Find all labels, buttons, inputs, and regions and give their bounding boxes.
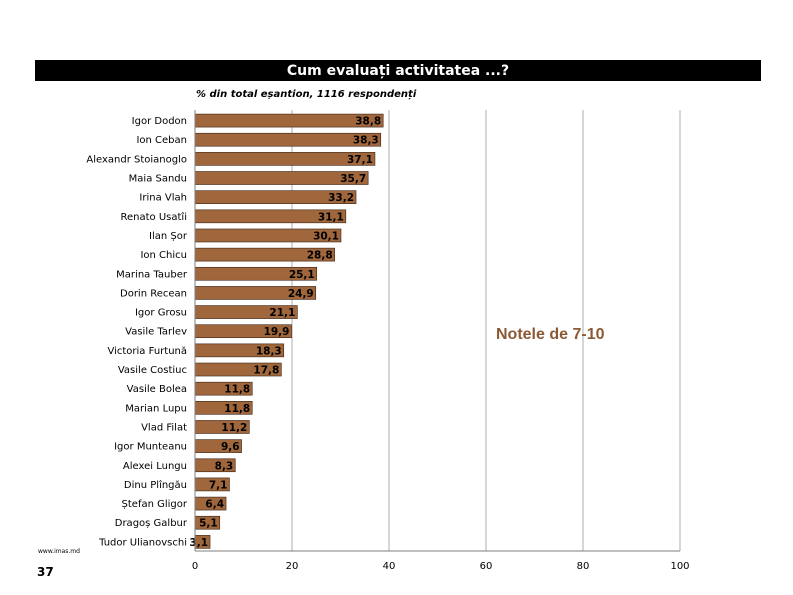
category-label: Vasile Costiuc	[118, 365, 187, 376]
value-label: 9,6	[221, 441, 240, 453]
x-tick-label: 60	[480, 561, 493, 572]
value-label: 25,1	[289, 269, 315, 281]
value-label: 11,8	[224, 384, 250, 396]
category-label: Alexei Lungu	[123, 461, 187, 472]
category-label: Maia Sandu	[129, 174, 187, 185]
category-label: Irina Vlah	[139, 193, 187, 204]
value-label: 38,8	[355, 116, 381, 128]
value-label: 24,9	[288, 288, 314, 300]
value-label: 30,1	[313, 230, 339, 242]
page-number: 37	[37, 565, 54, 579]
value-label: 11,8	[224, 403, 250, 415]
category-labels: Igor Dodon Ion Ceban Alexandr Stoianoglo Ma…	[86, 116, 188, 548]
category-label: Dragoș Galbur	[115, 518, 188, 529]
value-label: 35,7	[340, 173, 366, 185]
footer-url: www.imas.md	[38, 548, 80, 555]
category-label: Ion Chicu	[140, 250, 187, 261]
value-label: 11,2	[221, 422, 247, 434]
x-tick-label: 100	[670, 561, 689, 572]
category-label: Marian Lupu	[125, 403, 187, 414]
x-axis: 0 20 40 60 80 100	[192, 110, 690, 572]
category-label: Marina Tauber	[116, 269, 188, 280]
x-tick-label: 80	[577, 561, 590, 572]
category-label: Alexandr Stoianoglo	[86, 154, 187, 165]
category-label: Igor Munteanu	[114, 442, 187, 453]
category-label: Dinu Plîngău	[124, 479, 187, 491]
category-label: Ilan Șor	[149, 231, 188, 242]
category-label: Ion Ceban	[136, 135, 187, 146]
category-label: Vasile Tarlev	[125, 327, 187, 338]
value-label: 38,3	[353, 135, 379, 147]
category-label: Igor Dodon	[132, 116, 187, 127]
value-label: 3,1	[189, 537, 208, 549]
category-label: Igor Grosu	[135, 308, 187, 319]
chart-subtitle: % din total eșantion, 1116 respondenți	[196, 89, 417, 100]
value-label: 28,8	[307, 250, 333, 262]
value-label: 8,3	[215, 460, 234, 472]
x-tick-label: 20	[286, 561, 299, 572]
value-label: 6,4	[205, 499, 224, 511]
category-label: Renato Usatîi	[121, 211, 187, 223]
value-label: 37,1	[347, 154, 373, 166]
category-label: Dorin Recean	[120, 288, 187, 299]
category-label: Tudor Ulianovschi	[98, 537, 187, 548]
value-label: 7,1	[209, 479, 228, 491]
value-labels: 38,8 38,3 37,1 35,7 33,2 31,1 30,1 28,8 25,1 24,9…	[189, 116, 381, 549]
x-tick-label: 0	[192, 561, 198, 572]
category-label: Ștefan Gligor	[122, 499, 188, 510]
value-label: 21,1	[269, 307, 295, 319]
value-label: 5,1	[199, 518, 218, 530]
value-label: 31,1	[318, 211, 344, 223]
category-label: Vasile Bolea	[127, 384, 187, 395]
x-tick-label: 40	[383, 561, 396, 572]
annotation-label: Notele de 7-10	[496, 326, 605, 343]
value-label: 33,2	[328, 192, 354, 204]
category-label: Vlad Filat	[141, 422, 187, 433]
value-label: 17,8	[253, 365, 279, 377]
value-label: 18,3	[256, 345, 282, 357]
bars	[194, 113, 384, 549]
value-label: 19,9	[264, 326, 290, 338]
chart-title: Cum evaluați activitatea ...?	[35, 60, 761, 81]
category-label: Victoria Furtună	[107, 346, 187, 357]
